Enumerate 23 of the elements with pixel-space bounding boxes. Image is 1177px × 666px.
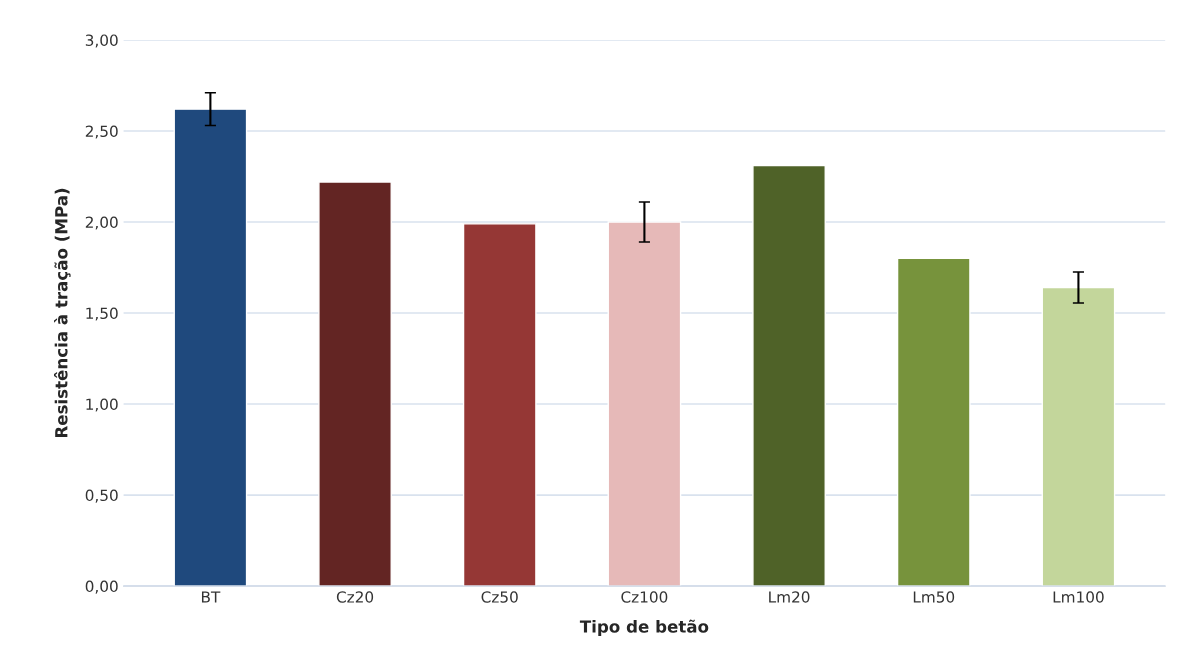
y-tick-label: 0,50 [85, 489, 118, 503]
y-tick-label: 1,50 [86, 307, 118, 321]
y-tick-label: 2,00 [85, 216, 118, 230]
y-tick-label: 3,00 [85, 34, 118, 48]
x-tick-label: Cz100 [621, 591, 668, 603]
x-tick-label: Lm20 [769, 591, 810, 603]
bar [173, 108, 248, 587]
y-axis-title: Resistência à tração (MPa) [54, 188, 71, 438]
x-axis-title: Tipo de betão [579, 619, 709, 637]
x-tick-label: Lm100 [1053, 591, 1104, 603]
bar [607, 221, 682, 587]
bar [462, 223, 537, 587]
x-tick-label: Cz20 [336, 591, 374, 603]
bar [1041, 286, 1116, 587]
x-tick-label: BT [201, 591, 221, 603]
y-tick-label: 1,00 [86, 398, 118, 412]
x-tick-label: Cz50 [481, 591, 518, 603]
y-tick-label: 0,00 [85, 580, 118, 594]
bar [752, 164, 826, 587]
bar [318, 181, 392, 587]
x-tick-label: Lm50 [913, 591, 955, 603]
bar [896, 257, 971, 587]
y-tick-label: 2,50 [85, 125, 118, 139]
